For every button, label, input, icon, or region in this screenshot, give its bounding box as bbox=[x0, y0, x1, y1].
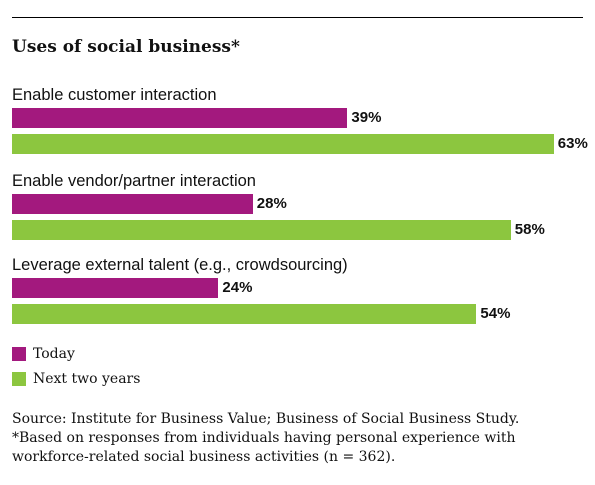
bar-value-label: 24% bbox=[222, 279, 253, 296]
bar-next-two-years bbox=[12, 220, 511, 240]
bar-value-label: 58% bbox=[514, 221, 545, 238]
legend-label-today: Today bbox=[33, 346, 75, 362]
bar-value-label: 28% bbox=[256, 195, 287, 212]
legend-label-next-two-years: Next two years bbox=[33, 371, 141, 387]
bar-value-label: 63% bbox=[557, 135, 588, 152]
category-label: Enable vendor/partner interaction bbox=[12, 172, 256, 190]
bar-next-two-years bbox=[12, 304, 477, 324]
bar-today bbox=[12, 108, 348, 128]
footnote-line: workforce-related social business activi… bbox=[12, 449, 396, 465]
bar-today bbox=[12, 194, 253, 214]
top-rule bbox=[12, 17, 583, 18]
bar-value-label: 39% bbox=[351, 109, 382, 126]
legend-item-next-two-years: Next two years bbox=[12, 371, 140, 387]
bar-today bbox=[12, 278, 219, 298]
legend-swatch-next-two-years bbox=[12, 372, 26, 386]
chart-title: Uses of social business* bbox=[12, 37, 240, 57]
footnote-line: *Based on responses from individuals hav… bbox=[12, 430, 516, 446]
bar-value-label: 54% bbox=[480, 305, 511, 322]
bar-next-two-years bbox=[12, 134, 554, 154]
legend-swatch-today bbox=[12, 347, 26, 361]
source-note: Source: Institute for Business Value; Bu… bbox=[12, 410, 587, 467]
category-label: Leverage external talent (e.g., crowdsou… bbox=[12, 256, 348, 274]
legend-item-today: Today bbox=[12, 346, 75, 362]
category-label: Enable customer interaction bbox=[12, 86, 217, 104]
source-line: Source: Institute for Business Value; Bu… bbox=[12, 411, 520, 427]
